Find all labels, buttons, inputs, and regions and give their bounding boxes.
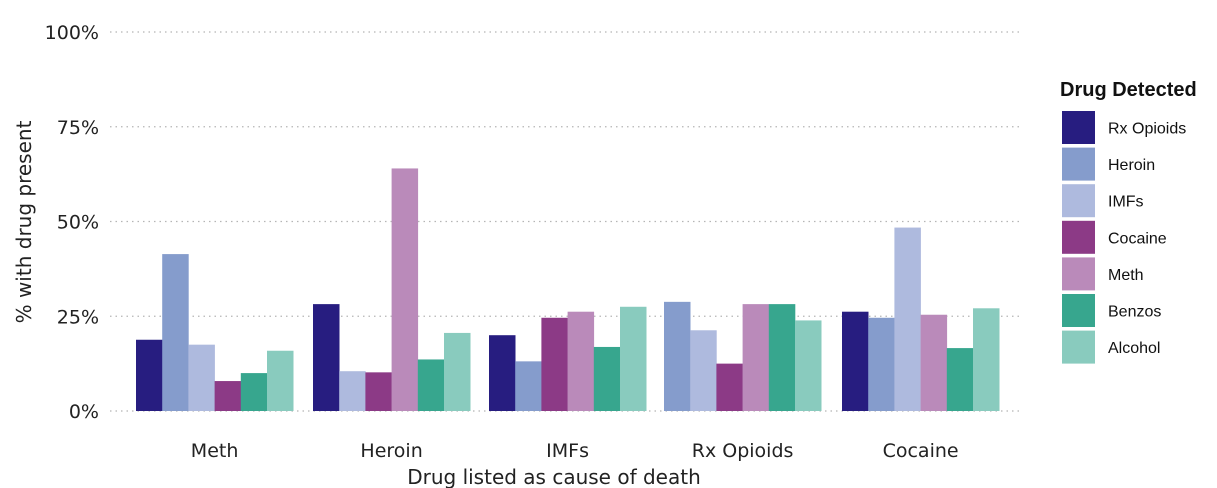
bar-rx-opioids-cocaine xyxy=(716,363,743,411)
bar-heroin-benzos xyxy=(417,359,445,411)
bar-meth-cocaine xyxy=(214,381,242,411)
y-axis-title: % with drug present xyxy=(12,120,36,323)
x-axis-title: Drug listed as cause of death xyxy=(407,465,701,488)
legend-key-imfs xyxy=(1062,184,1095,218)
y-axis-tick-labels: 0% 25% 50% 75% 100% xyxy=(45,22,99,423)
x-tick-label: Meth xyxy=(191,440,239,462)
y-tick-label: 25% xyxy=(57,306,99,328)
x-tick-label: Heroin xyxy=(360,440,422,462)
bar-heroin-imfs xyxy=(339,371,366,411)
legend-title: Drug Detected xyxy=(1060,79,1197,101)
bar-meth-rx-opioids xyxy=(136,339,163,411)
bar-imfs-rx-opioids xyxy=(489,335,516,411)
x-tick-label: IMFs xyxy=(546,440,589,462)
bar-imfs-alcohol xyxy=(620,306,647,411)
y-tick-label: 100% xyxy=(45,22,99,44)
bar-imfs-heroin xyxy=(515,361,542,411)
bar-imfs-benzos xyxy=(593,346,621,411)
x-tick-label: Rx Opioids xyxy=(692,440,794,462)
bar-cocaine-rx-opioids xyxy=(842,311,869,411)
bar-rx-opioids-imfs xyxy=(690,330,717,411)
x-axis-tick-labels: Meth Heroin IMFs Rx Opioids Cocaine xyxy=(191,440,959,462)
y-tick-label: 75% xyxy=(57,117,99,139)
y-tick-label: 0% xyxy=(69,401,99,423)
bar-cocaine-imfs xyxy=(894,227,921,411)
legend-label: Heroin xyxy=(1108,157,1155,174)
bar-heroin-alcohol xyxy=(444,332,471,411)
legend-label: Rx Opioids xyxy=(1108,121,1186,138)
bar-meth-imfs xyxy=(188,344,215,411)
bar-meth-benzos xyxy=(240,373,268,411)
legend-key-alcohol xyxy=(1062,330,1095,364)
bar-rx-opioids-heroin xyxy=(664,301,691,411)
legend-key-benzos xyxy=(1062,294,1095,327)
bar-imfs-cocaine xyxy=(541,317,568,411)
bar-heroin-meth xyxy=(391,168,419,411)
legend-key-cocaine xyxy=(1062,220,1095,254)
bar-cocaine-benzos xyxy=(946,348,974,411)
legend-label: Cocaine xyxy=(1108,230,1167,247)
bars xyxy=(136,168,1000,411)
bar-cocaine-alcohol xyxy=(973,308,1000,411)
legend: Drug Detected Rx Opioids Heroin IMFs Cocain… xyxy=(1060,79,1197,364)
bar-cocaine-heroin xyxy=(868,317,895,411)
bar-rx-opioids-alcohol xyxy=(795,320,822,411)
bar-rx-opioids-meth xyxy=(742,304,770,411)
bar-imfs-meth xyxy=(567,311,595,411)
bar-heroin-rx-opioids xyxy=(313,304,340,411)
legend-label: Meth xyxy=(1108,267,1144,284)
legend-label: Alcohol xyxy=(1108,340,1160,357)
bar-rx-opioids-benzos xyxy=(768,304,796,411)
bar-cocaine-meth xyxy=(920,314,948,411)
x-tick-label: Cocaine xyxy=(883,440,959,462)
y-tick-label: 50% xyxy=(57,212,99,234)
bar-heroin-cocaine xyxy=(365,372,392,411)
legend-label: Benzos xyxy=(1108,304,1161,321)
bar-meth-heroin xyxy=(162,254,189,411)
legend-key-meth xyxy=(1062,257,1095,291)
legend-key-rx-opioids xyxy=(1062,111,1095,144)
legend-key-heroin xyxy=(1062,147,1095,181)
bar-meth-alcohol xyxy=(267,350,294,411)
legend-label: IMFs xyxy=(1108,194,1144,211)
